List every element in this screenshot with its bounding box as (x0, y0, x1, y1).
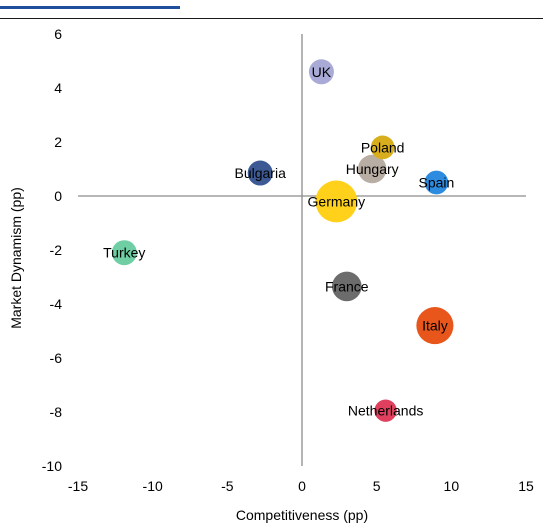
x-axis-title: Competitiveness (pp) (236, 507, 368, 523)
y-tick-label: -10 (42, 458, 62, 474)
x-tick-label: 5 (373, 478, 381, 494)
point-label-turkey: Turkey (103, 245, 145, 261)
y-tick-label: -4 (50, 296, 63, 312)
point-label-netherlands: Netherlands (348, 403, 424, 419)
bubble-turkey (111, 240, 137, 266)
x-tick-label: 15 (518, 478, 534, 494)
y-tick-label: -2 (50, 242, 63, 258)
x-tick-label: 0 (298, 478, 306, 494)
point-labels: UK Poland Hungary Bulgaria Spain Germany Turke… (103, 64, 454, 419)
y-tick-label: -8 (50, 404, 63, 420)
bubble-poland (370, 135, 395, 160)
x-tick-label: -10 (143, 478, 163, 494)
point-label-spain: Spain (418, 175, 454, 191)
point-label-germany: Germany (308, 193, 366, 209)
x-tick-label: -15 (68, 478, 88, 494)
point-label-hungary: Hungary (346, 161, 399, 177)
y-tick-label: 2 (54, 134, 62, 150)
bubble-italy (416, 307, 454, 345)
header-rule (0, 18, 543, 19)
bubble-uk (308, 59, 334, 85)
point-label-bulgaria: Bulgaria (234, 165, 286, 181)
x-tick-label: 10 (444, 478, 460, 494)
x-tick-label: -5 (221, 478, 234, 494)
y-tick-label: 4 (54, 80, 62, 96)
bubble-netherlands (374, 399, 397, 422)
y-tick-label: -6 (50, 350, 63, 366)
y-axis-title: Market Dynamism (pp) (8, 187, 24, 329)
bubble-spain (424, 170, 449, 195)
point-label-poland: Poland (361, 139, 405, 155)
y-tick-label: 6 (54, 26, 62, 42)
bubbles (111, 59, 454, 422)
axes (78, 34, 526, 466)
bubble-bulgaria (247, 160, 273, 186)
header-accent-bar (0, 0, 180, 9)
y-tick-label: 0 (54, 188, 62, 204)
point-label-uk: UK (312, 64, 332, 80)
point-label-france: France (325, 278, 369, 294)
bubble-hungary (357, 154, 387, 184)
bubble-france (332, 271, 362, 302)
bubble-germany (315, 180, 358, 223)
point-label-italy: Italy (422, 318, 448, 334)
tick-labels: -15 -10 -5 0 5 10 15 -10 -8 -6 -4 -2 0 2 4 6 (42, 26, 534, 494)
